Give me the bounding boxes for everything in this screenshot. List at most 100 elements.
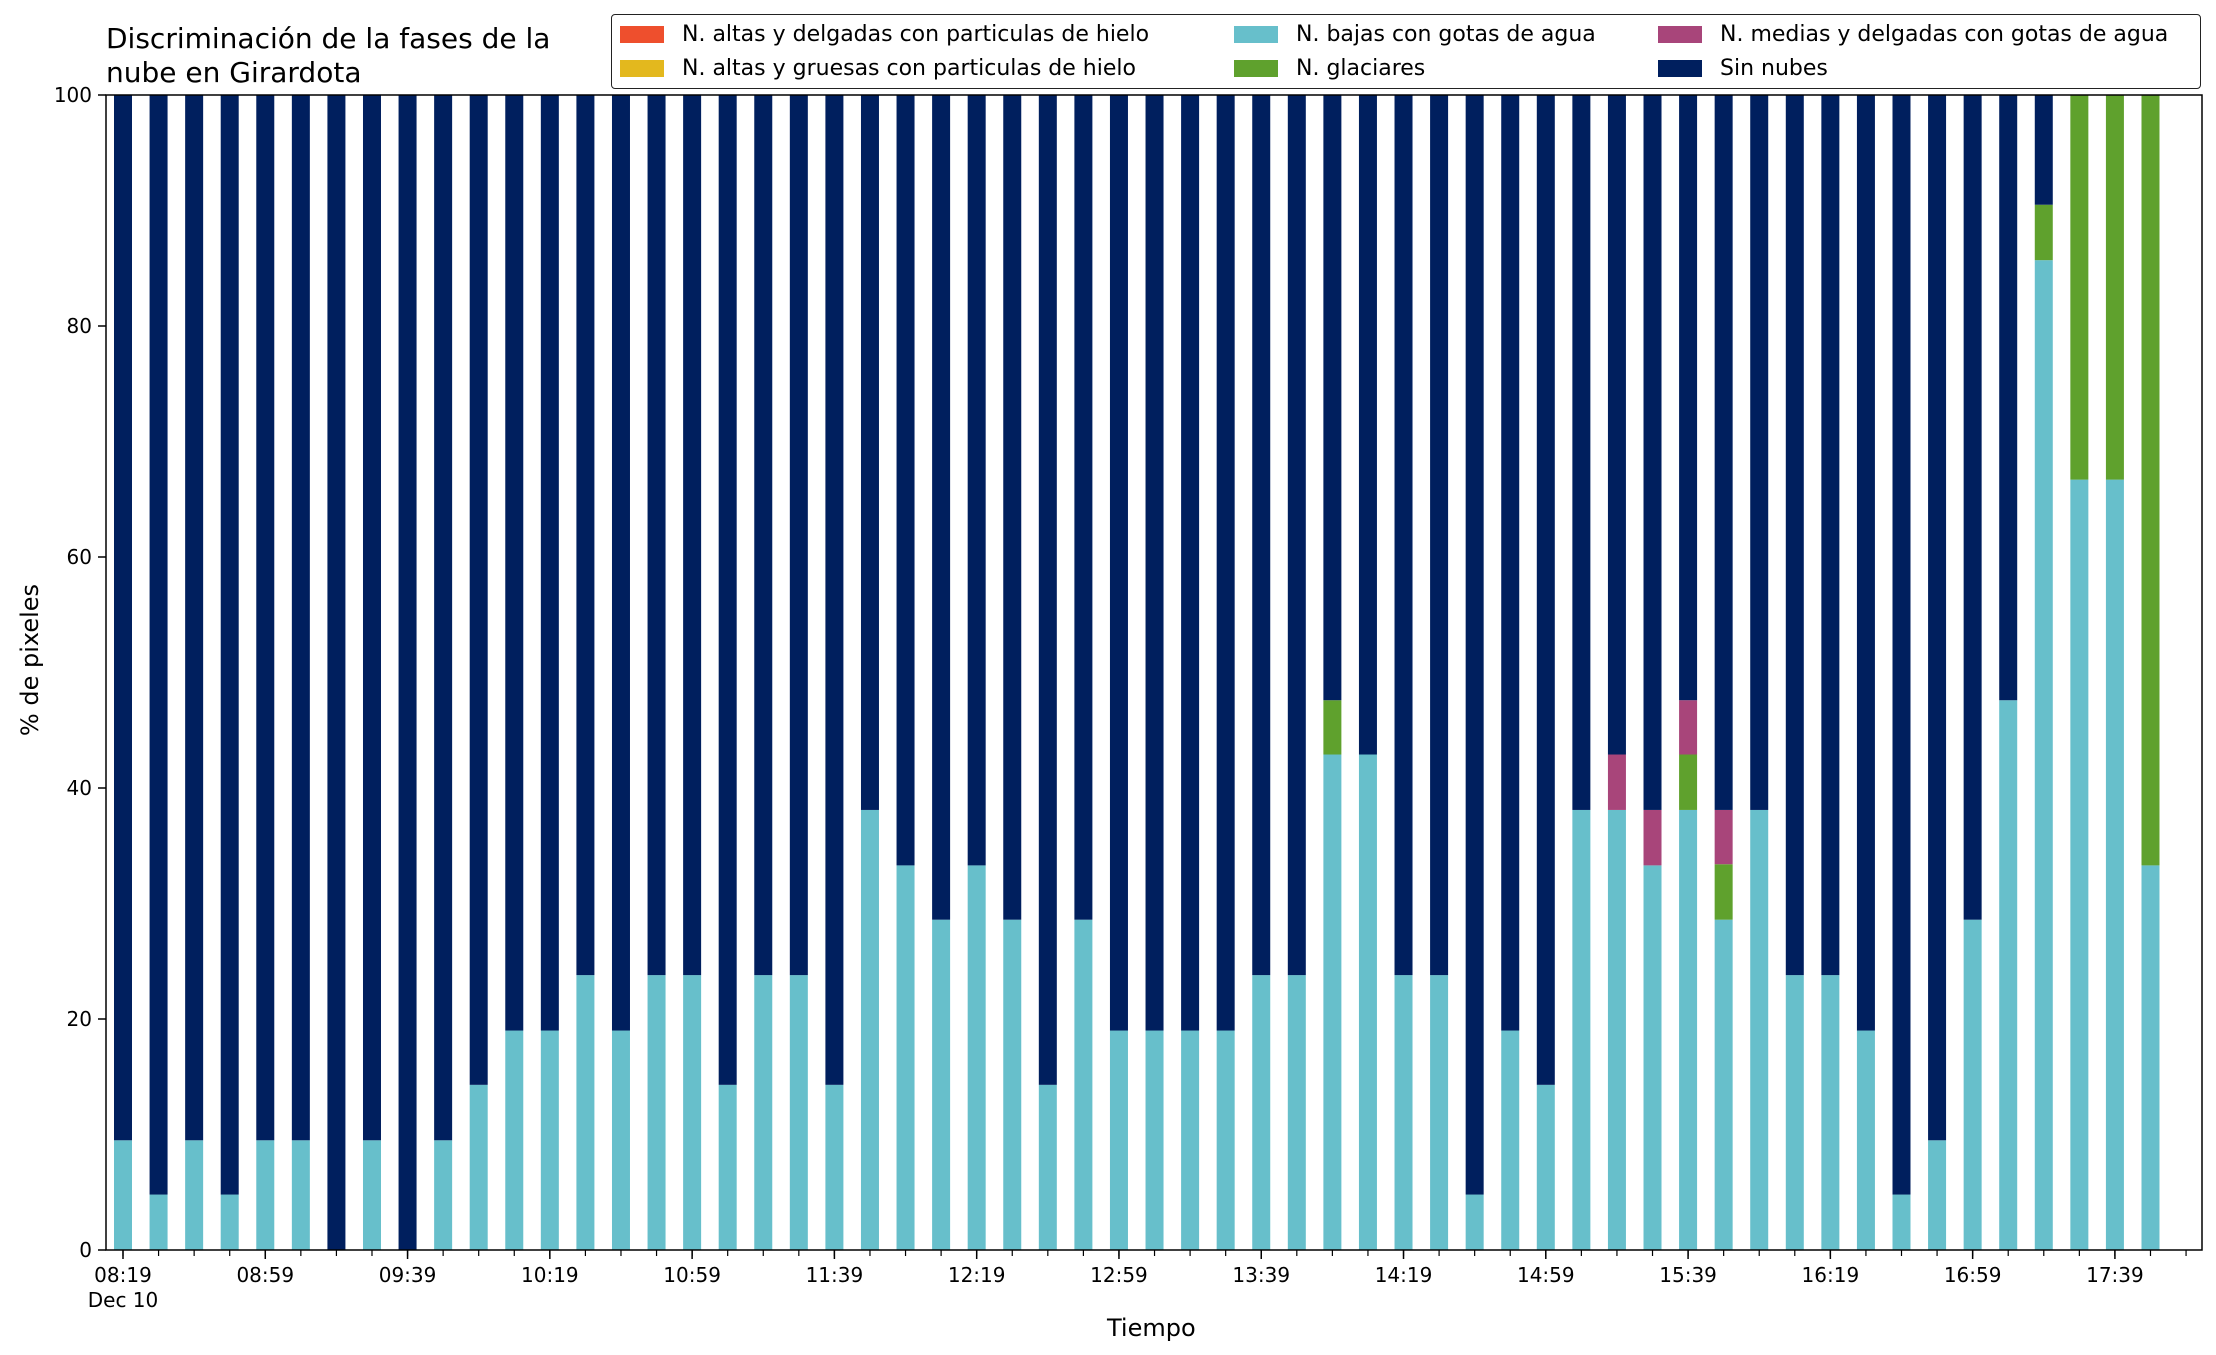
- bar-segment: [2070, 95, 2089, 480]
- bar-segment: [1501, 1030, 1520, 1250]
- x-tick-label: 09:39: [379, 1263, 437, 1287]
- bar-segment: [789, 95, 808, 976]
- legend-label: N. altas y delgadas con particulas de hi…: [682, 21, 1150, 47]
- bar-segment: [967, 865, 986, 1250]
- bar-segment: [1714, 809, 1733, 865]
- legend-label: N. bajas con gotas de agua: [1296, 21, 1596, 47]
- y-tick-label: 0: [79, 1238, 92, 1262]
- bar-segment: [1181, 95, 1200, 1031]
- bar-segment: [1109, 1030, 1128, 1250]
- bar-segment: [1928, 95, 1947, 1141]
- bar-segment: [291, 95, 310, 1141]
- bar-segment: [114, 95, 132, 1141]
- bar-segment: [1892, 95, 1911, 1195]
- x-tick-label: 13:39: [1232, 1263, 1290, 1287]
- bar-segment: [540, 1030, 559, 1250]
- legend-swatch: [620, 59, 664, 77]
- bar-segment: [647, 95, 666, 976]
- bar-segment: [1216, 1030, 1235, 1250]
- bar-segment: [291, 1140, 310, 1250]
- y-axis-label-wrap: % de pixeles: [10, 540, 50, 780]
- bar-segment: [1821, 95, 1840, 976]
- bar-segment: [1821, 975, 1840, 1250]
- bar-segment: [1430, 975, 1449, 1250]
- bar-segment: [1394, 95, 1413, 976]
- bar-segment: [1074, 919, 1093, 1250]
- bar-segment: [256, 95, 275, 1141]
- bar-segment: [2070, 479, 2089, 1250]
- bar-segment: [1323, 754, 1342, 1250]
- x-tick-label: 17:39: [2086, 1263, 2144, 1287]
- bar-segment: [1287, 95, 1306, 976]
- bar-segment: [434, 95, 453, 1141]
- bar-segment: [789, 975, 808, 1250]
- legend-label: N. medias y delgadas con gotas de agua: [1720, 21, 2169, 47]
- bar-segment: [1999, 700, 2018, 1250]
- legend-swatch: [1234, 59, 1278, 77]
- legend-item: N. altas y gruesas con particulas de hie…: [620, 51, 1136, 85]
- bar-segment: [754, 975, 773, 1250]
- bar-segment: [1358, 95, 1377, 755]
- bar-segment: [718, 1084, 737, 1250]
- y-tick-label: 80: [67, 314, 92, 338]
- y-tick-label: 20: [67, 1007, 92, 1031]
- bar-segment: [2105, 479, 2124, 1250]
- bar-segment: [1430, 95, 1449, 976]
- bar-segment: [505, 1030, 524, 1250]
- x-tick-label: 16:59: [1944, 1263, 2002, 1287]
- bar-segment: [469, 1084, 488, 1250]
- x-tick-label: 15:39: [1659, 1263, 1717, 1287]
- bar-segment: [1963, 919, 1982, 1250]
- bar-segment: [469, 95, 488, 1085]
- y-tick-label: 40: [67, 776, 92, 800]
- bar-segment: [1679, 754, 1698, 810]
- bar-segment: [1679, 809, 1698, 1250]
- bar-segment: [1999, 95, 2018, 701]
- bar-segment: [1643, 865, 1662, 1250]
- bar-segment: [149, 95, 168, 1195]
- bar-segment: [1607, 95, 1626, 755]
- legend-item: N. medias y delgadas con gotas de agua: [1658, 17, 2168, 51]
- bar-segment: [362, 1140, 381, 1250]
- bar-segment: [2034, 95, 2053, 205]
- bar-segment: [825, 95, 844, 1085]
- bar-segment: [683, 975, 702, 1250]
- bar-segment: [1536, 95, 1555, 1085]
- chart-title-line-1: Discriminación de la fases de la: [106, 22, 551, 55]
- x-tick-label: 10:19: [521, 1263, 579, 1287]
- bar-segment: [2141, 95, 2160, 866]
- legend-swatch: [1658, 25, 1702, 43]
- x-tick-label: 08:59: [236, 1263, 294, 1287]
- bar-segment: [1892, 1194, 1911, 1250]
- bar-segment: [1750, 95, 1769, 810]
- x-tick-label: 12:19: [948, 1263, 1006, 1287]
- bar-segment: [1323, 95, 1342, 701]
- x-tick-label: 12:59: [1090, 1263, 1148, 1287]
- bar-segment: [932, 95, 951, 920]
- bar-segment: [1607, 754, 1626, 810]
- bar-segment: [896, 865, 915, 1250]
- bar-segment: [1643, 809, 1662, 866]
- bar-segment: [114, 1140, 132, 1250]
- bar-segment: [1465, 95, 1484, 1195]
- y-axis-label: % de pixeles: [16, 583, 44, 737]
- legend-swatch: [1234, 25, 1278, 43]
- legend-item: N. bajas con gotas de agua: [1234, 17, 1596, 51]
- bar-segment: [1714, 95, 1733, 810]
- bar-segment: [1287, 975, 1306, 1250]
- legend-swatch: [1658, 59, 1702, 77]
- legend-label: N. glaciares: [1296, 55, 1426, 81]
- bar-segment: [1109, 95, 1128, 1031]
- legend-label: Sin nubes: [1720, 55, 1828, 81]
- bar-segment: [1714, 864, 1733, 920]
- bar-segment: [2034, 204, 2053, 261]
- bar-segment: [1785, 95, 1804, 976]
- bar-segment: [1038, 1084, 1057, 1250]
- bar-segment: [1785, 975, 1804, 1250]
- bar-segment: [434, 1140, 453, 1250]
- bar-segment: [860, 95, 879, 810]
- legend-item: Sin nubes: [1658, 51, 1828, 85]
- x-tick-label: 11:39: [806, 1263, 864, 1287]
- bars-group: [114, 95, 2160, 1250]
